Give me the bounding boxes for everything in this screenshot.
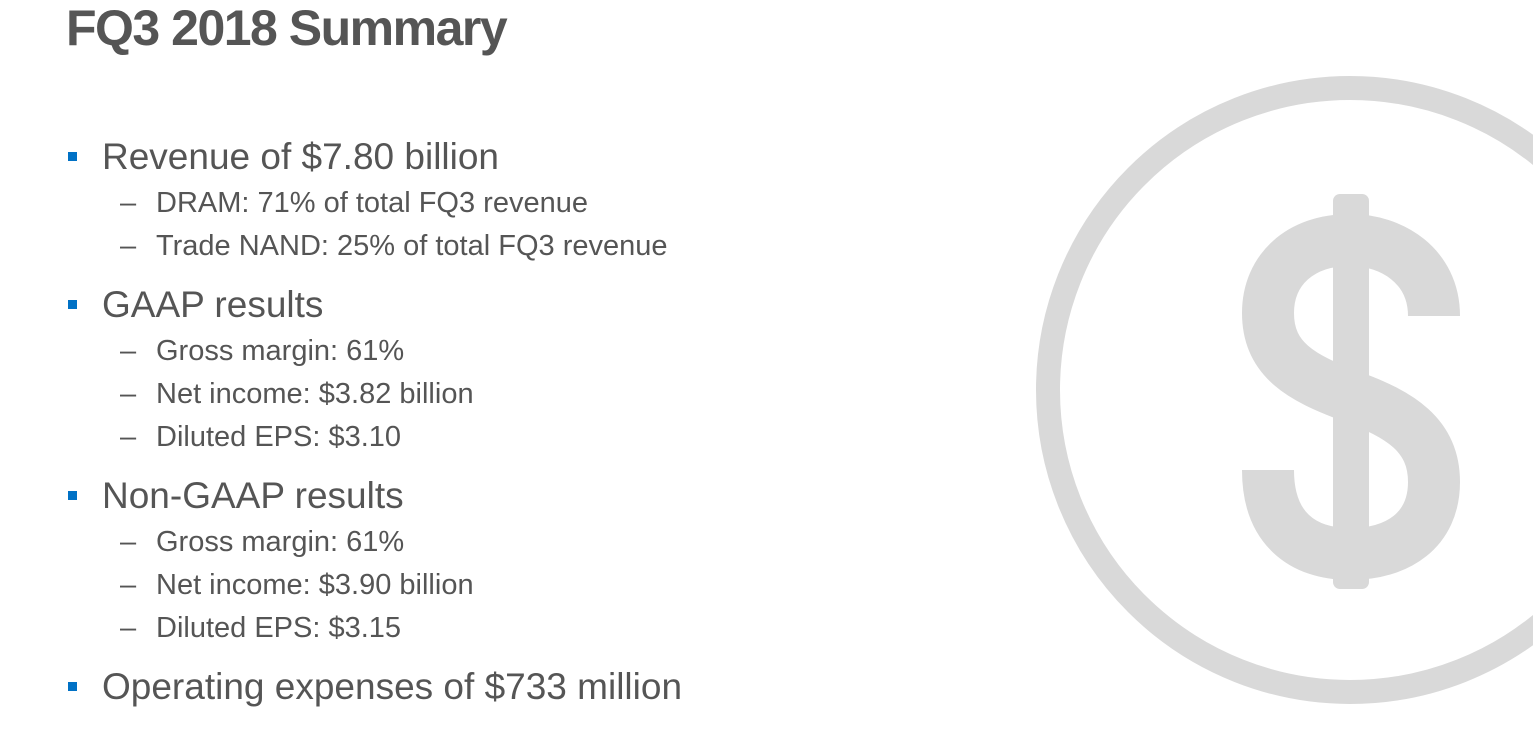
sub-bullet-label: DRAM: 71% of total FQ3 revenue [156, 187, 588, 219]
sub-bullet-label: Trade NAND: 25% of total FQ3 revenue [156, 230, 668, 262]
bullet-operating-expenses: Operating expenses of $733 million [68, 664, 948, 710]
sub-bullet-label: Net income: $3.82 billion [156, 378, 474, 410]
bullet-row: Revenue of $7.80 billion [68, 134, 948, 180]
sub-bullet: – Diluted EPS: $3.15 [68, 607, 948, 650]
sub-bullet: – Net income: $3.90 billion [68, 564, 948, 607]
sub-bullet-label: Diluted EPS: $3.10 [156, 421, 402, 453]
sub-bullet: – Gross margin: 61% [68, 521, 948, 564]
sub-bullet-label: Gross margin: 61% [156, 335, 405, 367]
bullet-revenue: Revenue of $7.80 billion – DRAM: 71% of … [68, 134, 948, 268]
sub-bullet-label: Gross margin: 61% [156, 526, 405, 558]
dash-marker: – [120, 569, 137, 601]
bullet-label: Revenue of $7.80 billion [102, 136, 500, 177]
dash-marker: – [120, 187, 137, 219]
bullet-label: GAAP results [102, 284, 324, 325]
sub-bullet-label: Diluted EPS: $3.15 [156, 612, 402, 644]
sub-bullet: – Net income: $3.82 billion [68, 373, 948, 416]
sub-bullet: – Trade NAND: 25% of total FQ3 revenue [68, 225, 948, 268]
dash-marker: – [120, 378, 137, 410]
square-bullet-icon [68, 300, 77, 309]
sub-bullet: – Gross margin: 61% [68, 330, 948, 373]
slide-title: FQ3 2018 Summary [66, 0, 508, 56]
bullet-row: GAAP results [68, 282, 948, 328]
square-bullet-icon [68, 491, 77, 500]
square-bullet-icon [68, 682, 77, 691]
sub-bullet-list: – DRAM: 71% of total FQ3 revenue – Trade… [68, 182, 948, 268]
dash-marker: – [120, 230, 137, 262]
bullet-row: Operating expenses of $733 million [68, 664, 948, 710]
sub-bullet-label: Net income: $3.90 billion [156, 569, 474, 601]
square-bullet-icon [68, 152, 77, 161]
sub-bullet: – Diluted EPS: $3.10 [68, 416, 948, 459]
bullet-gaap-results: GAAP results – Gross margin: 61% – Net i… [68, 282, 948, 459]
bullet-label: Non-GAAP results [102, 475, 404, 516]
dash-marker: – [120, 335, 137, 367]
dash-marker: – [120, 526, 137, 558]
summary-bullet-list: Revenue of $7.80 billion – DRAM: 71% of … [68, 134, 948, 710]
sub-bullet: – DRAM: 71% of total FQ3 revenue [68, 182, 948, 225]
dash-marker: – [120, 421, 137, 453]
dash-marker: – [120, 612, 137, 644]
dollar-circle-icon [1020, 60, 1533, 746]
sub-bullet-list: – Gross margin: 61% – Net income: $3.90 … [68, 521, 948, 650]
bullet-row: Non-GAAP results [68, 473, 948, 519]
bullet-label: Operating expenses of $733 million [102, 666, 683, 707]
bullet-non-gaap-results: Non-GAAP results – Gross margin: 61% – N… [68, 473, 948, 650]
sub-bullet-list: – Gross margin: 61% – Net income: $3.82 … [68, 330, 948, 459]
